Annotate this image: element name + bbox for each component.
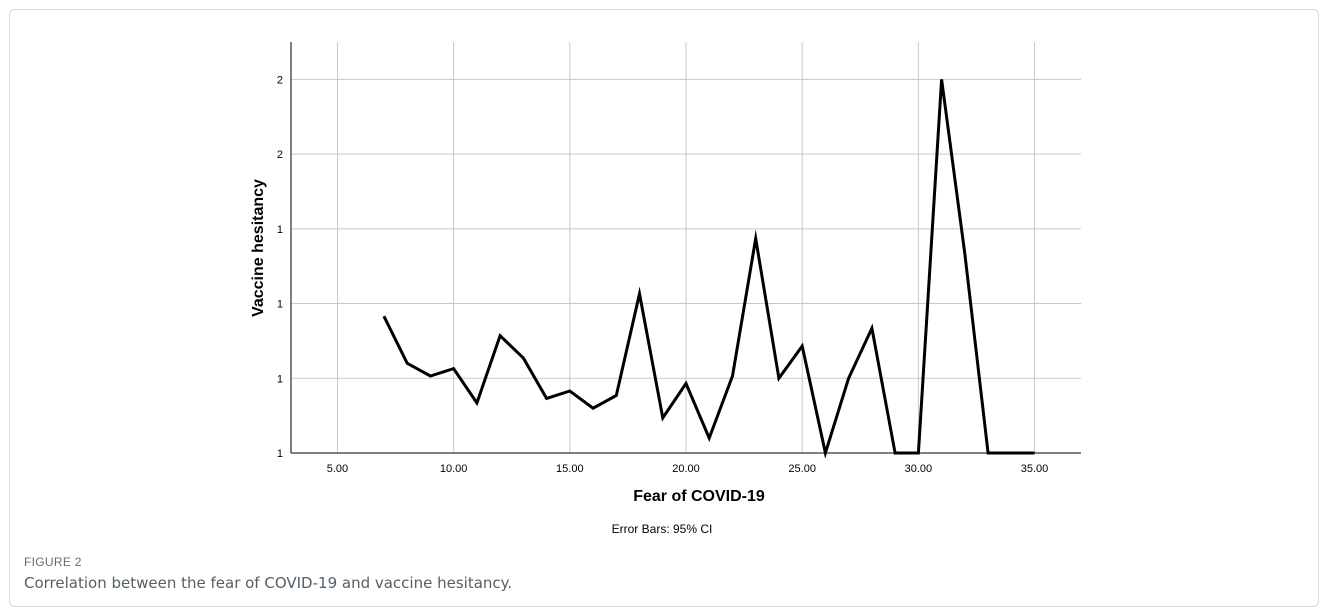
y-tick-label: 2 xyxy=(277,149,283,161)
figure-label: FIGURE 2 xyxy=(24,555,82,569)
y-tick-label: 1 xyxy=(277,373,283,385)
axes xyxy=(290,42,1081,454)
x-tick-labels: 5.00 10.00 15.00 20.00 25.00 30.00 35.00 xyxy=(327,463,1049,475)
x-tick-label: 20.00 xyxy=(672,463,700,475)
x-tick-label: 25.00 xyxy=(788,463,816,475)
footnote: Error Bars: 95% CI xyxy=(612,522,713,536)
x-tick-label: 5.00 xyxy=(327,463,348,475)
figure-frame xyxy=(9,9,1319,607)
x-tick-label: 10.00 xyxy=(440,463,468,475)
line-chart: 5.00 10.00 15.00 20.00 25.00 30.00 35.00 1 1 1 1 2… xyxy=(250,42,1081,536)
y-tick-label: 2 xyxy=(277,74,283,86)
series-group xyxy=(382,79,1035,459)
x-tick-label: 35.00 xyxy=(1021,463,1049,475)
x-axis-label: Fear of COVID-19 xyxy=(633,488,765,505)
figure-caption: Correlation between the fear of COVID-19… xyxy=(24,574,513,592)
series-line xyxy=(382,79,1035,459)
y-tick-label: 1 xyxy=(277,299,283,311)
x-tick-label: 30.00 xyxy=(905,463,933,475)
y-axis-label: Vaccine hesitancy xyxy=(250,179,267,317)
y-tick-label: 1 xyxy=(277,448,283,460)
y-tick-labels: 1 1 1 1 2 2 xyxy=(277,74,283,460)
x-tick-label: 15.00 xyxy=(556,463,584,475)
grid-lines xyxy=(291,42,1081,453)
y-tick-label: 1 xyxy=(277,224,283,236)
